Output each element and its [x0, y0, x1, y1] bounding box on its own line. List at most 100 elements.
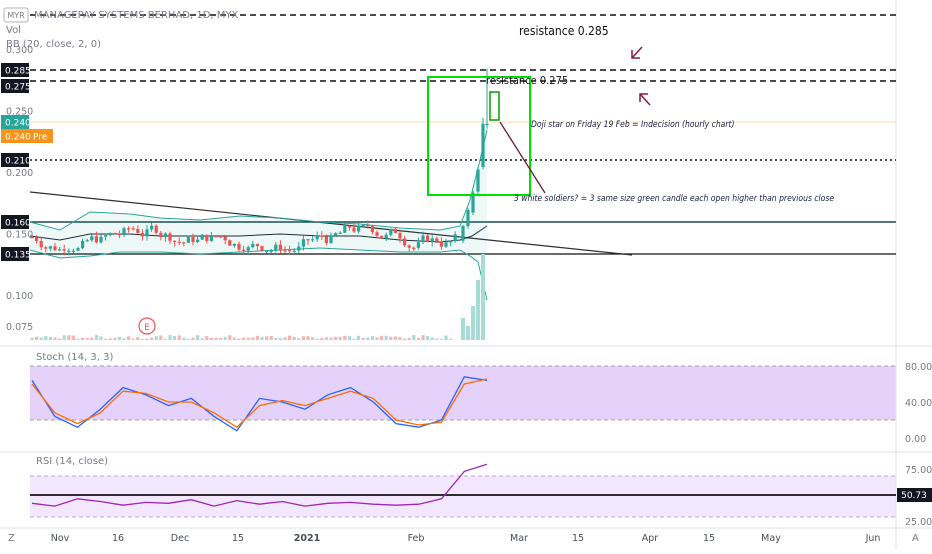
candle-body[interactable]: [219, 236, 223, 238]
candle-body[interactable]: [449, 241, 453, 243]
candle-body[interactable]: [426, 235, 430, 242]
candle-body[interactable]: [366, 224, 370, 227]
candle-body[interactable]: [334, 233, 338, 236]
candle-body[interactable]: [283, 250, 287, 252]
candle-body[interactable]: [182, 242, 186, 244]
candle-body[interactable]: [205, 234, 209, 241]
candle-body[interactable]: [177, 241, 181, 243]
candle-body[interactable]: [90, 236, 94, 241]
candle-body[interactable]: [94, 236, 98, 243]
candle-body[interactable]: [67, 250, 71, 252]
candle-body[interactable]: [53, 246, 57, 251]
candle-body[interactable]: [357, 225, 361, 232]
descending-trendline[interactable]: [29, 191, 633, 256]
candle-body[interactable]: [228, 240, 232, 246]
candle-body[interactable]: [265, 250, 269, 252]
candle-body[interactable]: [48, 246, 52, 249]
candle-body[interactable]: [150, 225, 154, 230]
candle-body[interactable]: [85, 240, 89, 242]
three-white-soldiers-note[interactable]: 3 white soldiers? = 3 same size green ca…: [514, 194, 834, 204]
candle-body[interactable]: [131, 228, 135, 230]
candle-body[interactable]: [416, 242, 420, 248]
stoch-indicator-label[interactable]: Stoch (14, 3, 3): [36, 352, 113, 363]
candle-body[interactable]: [439, 241, 443, 247]
candle-body[interactable]: [173, 240, 177, 243]
candle-body[interactable]: [117, 233, 121, 236]
candle-body[interactable]: [255, 243, 259, 247]
candle-body[interactable]: [435, 238, 439, 242]
candle-body[interactable]: [140, 232, 144, 237]
axis-auto-scale-button[interactable]: A: [912, 533, 919, 544]
candle-body[interactable]: [154, 225, 158, 233]
candle-body[interactable]: [223, 236, 227, 241]
resistance-0285-note[interactable]: resistance 0.285: [519, 24, 609, 38]
candle-body[interactable]: [214, 236, 218, 238]
candle-body[interactable]: [320, 235, 324, 237]
candle-body[interactable]: [311, 239, 315, 241]
arrow-up-icon[interactable]: [639, 93, 651, 106]
candle-body[interactable]: [292, 250, 296, 252]
candle-body[interactable]: [35, 237, 39, 242]
candle-body[interactable]: [324, 236, 328, 244]
candle-body[interactable]: [466, 210, 470, 227]
candle-body[interactable]: [44, 247, 48, 249]
candle-body[interactable]: [485, 123, 489, 126]
candle-body[interactable]: [274, 244, 278, 251]
arrow-down-icon[interactable]: [631, 46, 643, 59]
breakout-highlight-box[interactable]: [427, 76, 531, 196]
candle-body[interactable]: [71, 250, 75, 252]
candle-body[interactable]: [159, 232, 163, 238]
candle-body[interactable]: [361, 224, 365, 227]
candle-body[interactable]: [461, 226, 465, 241]
candle-body[interactable]: [343, 225, 347, 233]
candle-body[interactable]: [251, 243, 255, 248]
candle-body[interactable]: [145, 229, 149, 237]
candle-body[interactable]: [471, 192, 475, 213]
candle-body[interactable]: [306, 239, 310, 241]
candle-body[interactable]: [338, 232, 342, 234]
doji-highlight-box[interactable]: [489, 91, 500, 121]
candle-body[interactable]: [62, 249, 66, 251]
candle-body[interactable]: [108, 232, 112, 236]
candle-body[interactable]: [403, 238, 407, 246]
price-scale[interactable]: 0.300 0.250 0.200 0.150 0.100 0.075: [6, 45, 33, 333]
candle-body[interactable]: [127, 228, 131, 230]
candle-body[interactable]: [242, 249, 246, 251]
candle-body[interactable]: [430, 238, 434, 242]
candle-body[interactable]: [232, 243, 236, 246]
time-axis[interactable]: Nov 16 Dec 15 2021 Feb Mar 15 Apr 15 May Jun: [51, 533, 881, 544]
currency-badge[interactable]: [3, 7, 29, 23]
candle-body[interactable]: [389, 228, 393, 235]
candle-body[interactable]: [196, 239, 200, 243]
candle-body[interactable]: [347, 225, 351, 228]
candle-body[interactable]: [384, 234, 388, 239]
volume-indicator-label[interactable]: Vol: [6, 25, 21, 36]
candle-body[interactable]: [352, 227, 356, 232]
doji-star-note[interactable]: Doji star on Friday 19 Feb = Indecision …: [531, 120, 734, 130]
candle-body[interactable]: [200, 234, 204, 240]
resistance-0275-note[interactable]: resistance 0.275: [486, 74, 568, 87]
candle-body[interactable]: [398, 232, 402, 239]
candle-body[interactable]: [30, 237, 34, 239]
candle-body[interactable]: [39, 241, 43, 248]
candle-body[interactable]: [444, 242, 448, 247]
candle-body[interactable]: [297, 246, 301, 251]
candle-body[interactable]: [393, 228, 397, 233]
candle-body[interactable]: [237, 243, 241, 250]
candle-body[interactable]: [375, 232, 379, 236]
candle-body[interactable]: [113, 232, 117, 235]
candle-body[interactable]: [476, 169, 480, 192]
candle-body[interactable]: [278, 244, 282, 251]
candle-body[interactable]: [453, 234, 457, 242]
candle-body[interactable]: [407, 245, 411, 248]
axis-left-corner[interactable]: Z: [8, 533, 15, 544]
candle-body[interactable]: [301, 239, 305, 247]
candle-body[interactable]: [81, 240, 85, 249]
bb-indicator-label[interactable]: BB (20, close, 2, 0): [6, 39, 101, 50]
candle-body[interactable]: [380, 235, 384, 239]
earnings-marker-icon[interactable]: [138, 317, 156, 335]
candle-body[interactable]: [209, 236, 213, 241]
candle-body[interactable]: [186, 236, 190, 243]
candle-body[interactable]: [104, 235, 108, 237]
